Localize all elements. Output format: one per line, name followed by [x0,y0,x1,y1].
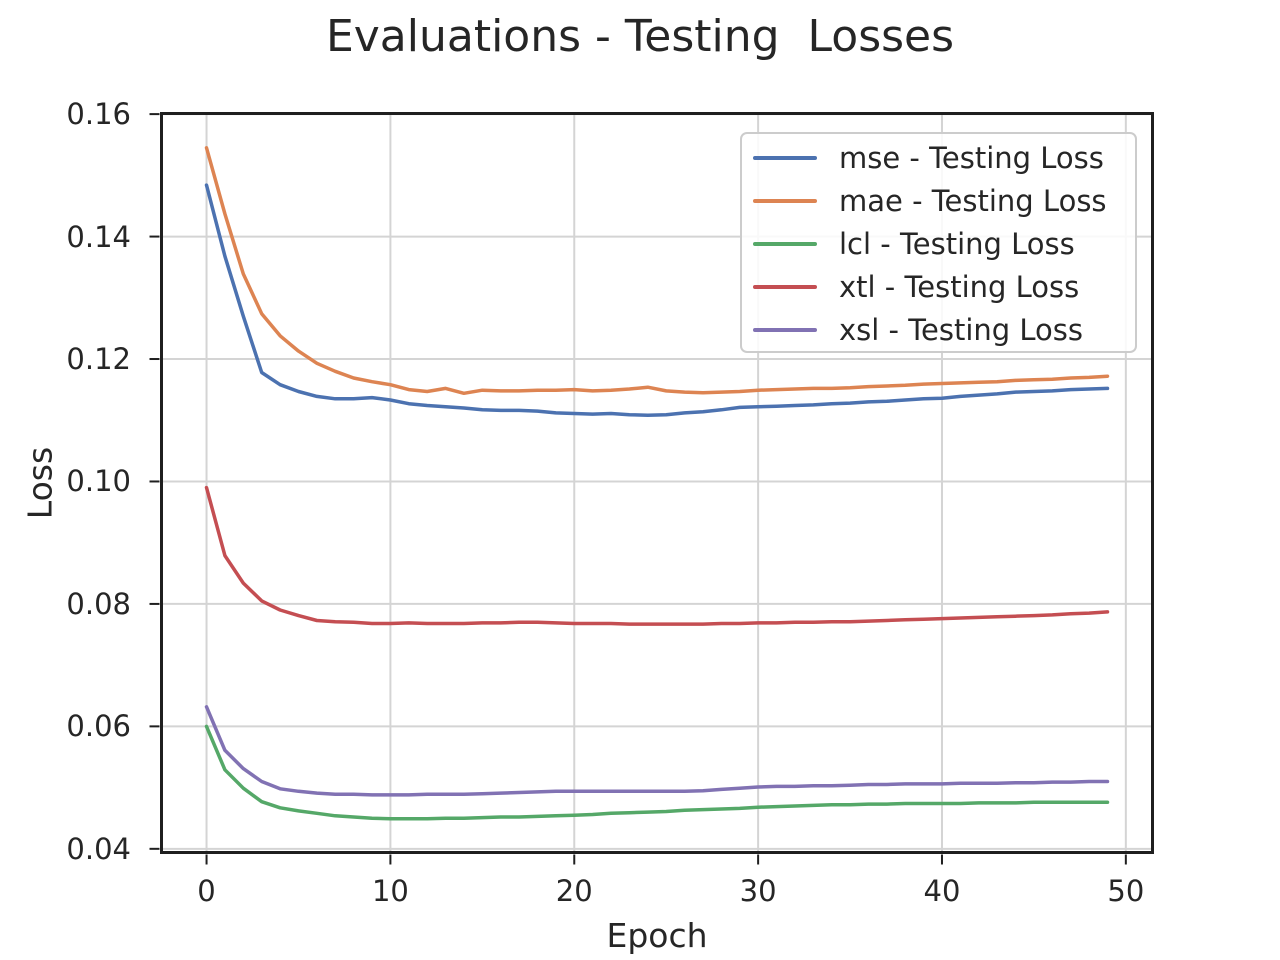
legend-item-xtl: xtl - Testing Loss [742,265,1135,308]
series-line-xsl [204,705,1110,797]
x-tick-label: 20 [555,874,593,908]
legend-swatch-lcl [753,241,817,246]
x-axis-label: Epoch [606,916,708,955]
x-tick-label: 50 [1107,874,1145,908]
chart-title: Evaluations - Testing Losses [325,11,955,62]
y-tick-label: 0.06 [66,709,131,744]
x-tick-label: 10 [371,874,409,908]
x-tick-label: 40 [923,874,961,908]
legend-label: mse - Testing Loss [839,140,1104,175]
series-line-mae [204,146,1110,396]
legend-item-xsl: xsl - Testing Loss [742,308,1135,351]
legend-swatch-xtl [753,284,817,289]
y-tick-label: 0.10 [66,464,131,499]
legend-label: lcl - Testing Loss [839,226,1075,261]
y-tick-label: 0.08 [66,586,131,621]
legend-label: mae - Testing Loss [839,183,1107,218]
legend-item-mae: mae - Testing Loss [742,179,1135,222]
series-line-xtl [204,485,1110,626]
legend-item-lcl: lcl - Testing Loss [742,222,1135,265]
legend-swatch-mse [753,155,817,160]
y-tick-label: 0.14 [66,219,131,254]
series-line-mse [204,183,1110,418]
y-tick-label: 0.16 [66,97,131,132]
series-line-lcl [204,724,1110,821]
legend-label: xsl - Testing Loss [839,312,1084,347]
x-tick-label: 0 [197,874,216,908]
plot-border [160,112,1154,854]
y-tick-label: 0.12 [66,342,131,377]
legend-label: xtl - Testing Loss [839,269,1080,304]
legend-swatch-mae [753,198,817,203]
x-tick-label: 30 [739,874,777,908]
legend-swatch-xsl [753,327,817,332]
legend-item-mse: mse - Testing Loss [742,136,1135,179]
legend: mse - Testing Loss mae - Testing Loss lc… [740,132,1137,353]
y-tick-label: 0.04 [66,831,131,866]
